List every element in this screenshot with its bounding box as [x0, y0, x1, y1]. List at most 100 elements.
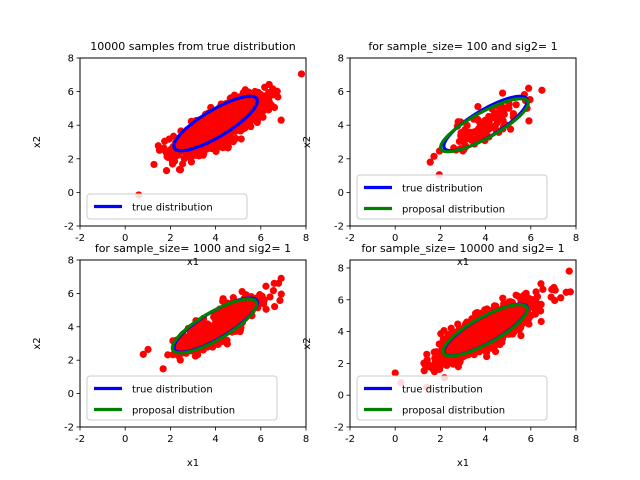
x-tick-label: 4 [482, 233, 488, 244]
scatter-point [470, 128, 479, 136]
plot-area [391, 267, 574, 391]
scatter-point [144, 345, 152, 354]
subplot-3: -2 0 2 4 6 8 -2 0 2 4 6 8 x1 x2 for sample_size= 1000 … [32, 242, 309, 469]
y-axis-label: x2 [302, 337, 313, 349]
scatter-point [270, 279, 278, 287]
scatter-point [161, 137, 169, 145]
scatter-point [423, 356, 431, 364]
axes-frame [79, 259, 307, 428]
y-tick-label: 8 [68, 256, 74, 267]
x-tick-label: 8 [573, 434, 579, 445]
proposal-distribution-ellipse [441, 303, 529, 358]
x-tick-label: 4 [212, 233, 218, 244]
scatter-point [499, 117, 507, 125]
scatter-point [228, 114, 237, 122]
scatter-point [482, 322, 490, 330]
y-tick-label: 8 [338, 263, 344, 274]
scatter-point [217, 327, 225, 335]
scatter-point [481, 116, 489, 124]
x-tick-label: 4 [212, 434, 218, 445]
legend-box [356, 174, 548, 220]
scatter-point [528, 295, 536, 304]
x-tick-label: 6 [258, 434, 264, 445]
x-axis-label: x1 [187, 257, 199, 268]
scatter-point [263, 94, 271, 103]
legend: true distribution proposal distribution [86, 375, 278, 421]
scatter-point [237, 135, 245, 143]
scatter-point [474, 102, 482, 111]
x-tick-label: -2 [75, 233, 85, 244]
chart-title: for sample_size= 1000 and sig2= 1 [95, 242, 291, 255]
scatter-point [188, 152, 197, 160]
x-tick-label: 2 [437, 233, 443, 244]
axes-frame [349, 259, 577, 428]
scatter-point [509, 110, 518, 118]
y-tick-label: 6 [338, 295, 344, 306]
scatter-point [262, 305, 270, 313]
legend-label: true distribution [132, 385, 213, 396]
scatter-point [486, 344, 494, 352]
scatter-point [232, 306, 240, 315]
scatter-point [171, 153, 179, 161]
scatter-point [221, 313, 230, 321]
scatter-point [506, 125, 515, 133]
scatter-point [483, 352, 491, 361]
x-tick-label: 0 [122, 434, 128, 445]
axes-frame [79, 57, 307, 227]
scatter-point [229, 294, 237, 302]
legend-label: true distribution [132, 203, 213, 214]
y-tick-label: 8 [338, 54, 344, 65]
scatter-point [258, 292, 266, 301]
axes-frame [349, 57, 577, 227]
legend-label: proposal distribution [402, 205, 505, 216]
scatter-point [566, 288, 574, 296]
x-tick-label: 0 [392, 434, 398, 445]
x-tick-label: -2 [345, 434, 355, 445]
y-tick-label: 6 [68, 289, 74, 300]
scatter-point [175, 140, 183, 148]
scatter-point [206, 133, 214, 141]
x-tick-label: 6 [258, 233, 264, 244]
y-tick-label: 6 [338, 87, 344, 98]
scatter-point [213, 120, 221, 129]
scatter-point [223, 336, 231, 344]
scatter-point [430, 152, 438, 160]
y-tick-label: 6 [68, 87, 74, 98]
scatter-point [471, 309, 480, 317]
scatter-point [209, 330, 217, 338]
plot-area [139, 274, 285, 373]
scatter-point [277, 116, 285, 124]
scatter-point [502, 104, 510, 113]
scatter-point [499, 294, 507, 302]
subplot-4: -2 0 2 4 6 8 -2 0 2 4 6 8 x1 x2 for sample_size= 10000… [302, 242, 579, 469]
proposal-distribution-ellipse [170, 297, 259, 355]
scatter-point [211, 130, 219, 138]
scatter-point [496, 314, 504, 323]
scatter-point [202, 124, 210, 133]
scatter-point [440, 327, 448, 335]
x-tick-label: 6 [528, 233, 534, 244]
y-axis-label: x2 [32, 136, 43, 148]
scatter-point [537, 317, 545, 326]
scatter-point [470, 326, 478, 334]
scatter-point [243, 103, 251, 111]
scatter-point [537, 280, 545, 288]
scatter-point [506, 314, 514, 323]
scatter-point [525, 117, 533, 125]
scatter-point [514, 309, 523, 317]
scatter-point [227, 303, 235, 311]
scatter-point [467, 134, 476, 143]
y-tick-label: 4 [68, 322, 74, 333]
scatter-point [297, 70, 306, 78]
y-tick-label: -2 [64, 222, 74, 233]
scatter-point [551, 286, 559, 294]
x-tick-label: -2 [345, 233, 355, 244]
scatter-point [565, 267, 573, 275]
scatter-point [441, 356, 450, 364]
y-tick-label: 0 [68, 188, 74, 199]
scatter-point [139, 350, 147, 358]
scatter-point [162, 148, 170, 156]
scatter-point [223, 321, 231, 329]
scatter-point [557, 294, 565, 302]
scatter-point [551, 296, 559, 305]
